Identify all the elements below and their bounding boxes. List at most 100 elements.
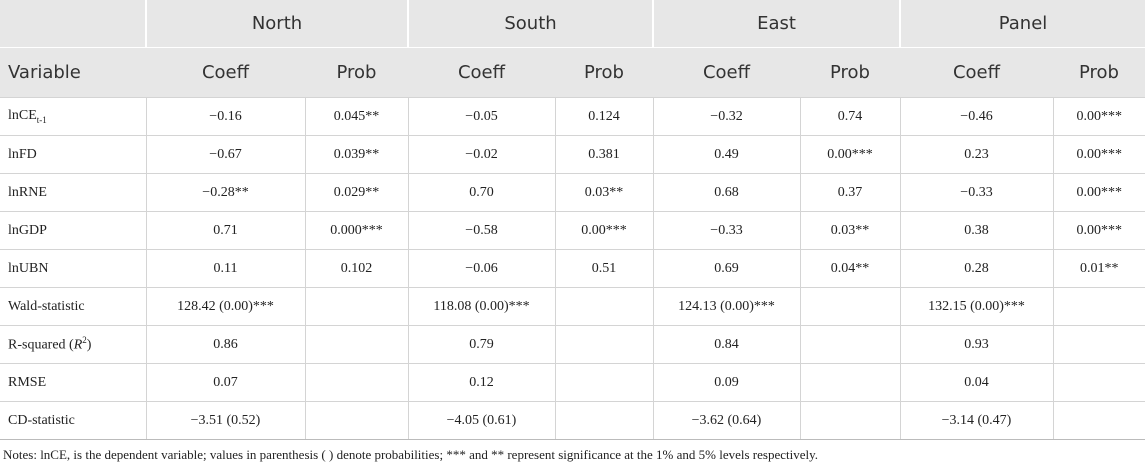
table-cell: −3.14 (0.47) <box>899 401 1054 440</box>
table-cell: 0.93 <box>899 325 1054 364</box>
table-row: Wald-statistic 128.42 (0.00)*** 118.08 (0.… <box>0 287 1145 326</box>
table-cell: 124.13 (0.00)*** <box>652 287 801 326</box>
table-cell: −3.51 (0.52) <box>145 401 306 440</box>
table-row: lnUBN 0.11 0.102 −0.06 0.51 0.69 0.04** 0.28 0.0… <box>0 249 1145 288</box>
notes: Notes: lnCE, is the dependent variable; … <box>3 447 819 462</box>
row-label: Wald-statistic <box>0 287 147 326</box>
empty-cell <box>799 287 901 326</box>
table-cell: 0.029** <box>304 173 409 212</box>
label-italic: R <box>73 337 83 353</box>
table-cell: 0.124 <box>554 97 654 136</box>
table-cell: 0.102 <box>304 249 409 288</box>
table-cell: −0.33 <box>652 211 801 250</box>
row-label: CD-statistic <box>0 401 147 440</box>
empty-cell <box>554 325 654 364</box>
table-cell: 0.03** <box>799 211 901 250</box>
table-cell: 0.12 <box>407 363 556 402</box>
table-cell: −0.32 <box>652 97 801 136</box>
empty-cell <box>554 363 654 402</box>
row-label: lnGDP <box>0 211 147 250</box>
table-cell: 0.00*** <box>799 135 901 174</box>
group-header: South <box>407 0 653 48</box>
table-cell: 0.00*** <box>554 211 654 250</box>
table-cell: 0.68 <box>652 173 801 212</box>
table-cell: 0.70 <box>407 173 556 212</box>
table-cell: 0.00*** <box>1052 211 1145 250</box>
column-header: Prob <box>305 47 408 98</box>
group-header: East <box>652 0 900 48</box>
empty-cell <box>304 401 409 440</box>
column-header: Prob <box>1053 47 1145 98</box>
empty-cell <box>1052 287 1145 326</box>
column-header: Coeff <box>653 47 800 98</box>
column-header: Coeff <box>408 47 555 98</box>
table-row: lnFD −0.67 0.039** −0.02 0.381 0.49 0.00*** 0.2… <box>0 135 1145 174</box>
label-text: lnRNE <box>8 184 47 200</box>
column-header: Coeff <box>146 47 305 98</box>
row-label: lnRNE <box>0 173 147 212</box>
table-cell: 0.51 <box>554 249 654 288</box>
table-cell: 0.00*** <box>1052 135 1145 174</box>
empty-cell <box>304 325 409 364</box>
table-cell: 118.08 (0.00)*** <box>407 287 556 326</box>
variable-header: Variable <box>0 47 146 98</box>
table-cell: 0.00*** <box>1052 97 1145 136</box>
label-text: lnCE <box>8 108 37 124</box>
table-cell: 0.23 <box>899 135 1054 174</box>
corner <box>0 0 146 48</box>
table-cell: −0.02 <box>407 135 556 174</box>
column-header: Prob <box>800 47 900 98</box>
group-header-row: North South East Panel <box>0 0 1145 48</box>
table-cell: 0.28 <box>899 249 1054 288</box>
table-row: R-squared (R2) 0.86 0.79 0.84 0.93 <box>0 325 1145 364</box>
table-cell: 0.04 <box>899 363 1054 402</box>
empty-cell <box>1052 325 1145 364</box>
empty-cell <box>304 287 409 326</box>
empty-cell <box>1052 401 1145 440</box>
table-header: North South East Panel Variable Coeff Prob Co… <box>0 0 1145 98</box>
subheader-row: Variable Coeff Prob Coeff Prob Coeff Prob Coef… <box>0 47 1145 98</box>
table-cell: −0.28** <box>145 173 306 212</box>
table-cell: 0.37 <box>799 173 901 212</box>
table-cell: 0.84 <box>652 325 801 364</box>
table-cell: 132.15 (0.00)*** <box>899 287 1054 326</box>
row-label: lnFD <box>0 135 147 174</box>
table-cell: 0.039** <box>304 135 409 174</box>
empty-cell <box>799 363 901 402</box>
label-text: lnFD <box>8 146 37 162</box>
row-label: R-squared (R2) <box>0 325 147 364</box>
empty-cell <box>799 325 901 364</box>
table-cell: 0.74 <box>799 97 901 136</box>
row-label: lnUBN <box>0 249 147 288</box>
row-label: RMSE <box>0 363 147 402</box>
column-header: Coeff <box>900 47 1053 98</box>
table-cell: 0.00*** <box>1052 173 1145 212</box>
label-text: CD-statistic <box>8 412 75 428</box>
label-text: RMSE <box>8 374 47 390</box>
results-table: North South East Panel Variable Coeff Prob Co… <box>0 0 1145 440</box>
label-subscript: t-1 <box>36 114 47 125</box>
table-row: CD-statistic −3.51 (0.52) −4.05 (0.61) −3.6… <box>0 401 1145 440</box>
label-superscript: 2 <box>82 335 87 346</box>
row-label: lnCEt-1 <box>0 97 147 136</box>
table-cell: 0.71 <box>145 211 306 250</box>
table-cell: 0.09 <box>652 363 801 402</box>
label-text: lnGDP <box>8 222 47 238</box>
table-cell: −0.05 <box>407 97 556 136</box>
table-row: lnRNE −0.28** 0.029** 0.70 0.03** 0.68 0.37 −0.… <box>0 173 1145 212</box>
table-cell: 0.01** <box>1052 249 1145 288</box>
table-cell: 0.03** <box>554 173 654 212</box>
table-cell: 0.69 <box>652 249 801 288</box>
table-cell: −4.05 (0.61) <box>407 401 556 440</box>
column-header: Prob <box>555 47 653 98</box>
empty-cell <box>799 401 901 440</box>
table-cell: 0.07 <box>145 363 306 402</box>
table-cell: 0.000*** <box>304 211 409 250</box>
table-cell: −0.67 <box>145 135 306 174</box>
table-cell: −3.62 (0.64) <box>652 401 801 440</box>
table-cell: 0.38 <box>899 211 1054 250</box>
label-text: R-squared ( <box>8 337 74 353</box>
empty-cell <box>554 287 654 326</box>
table-cell: −0.16 <box>145 97 306 136</box>
